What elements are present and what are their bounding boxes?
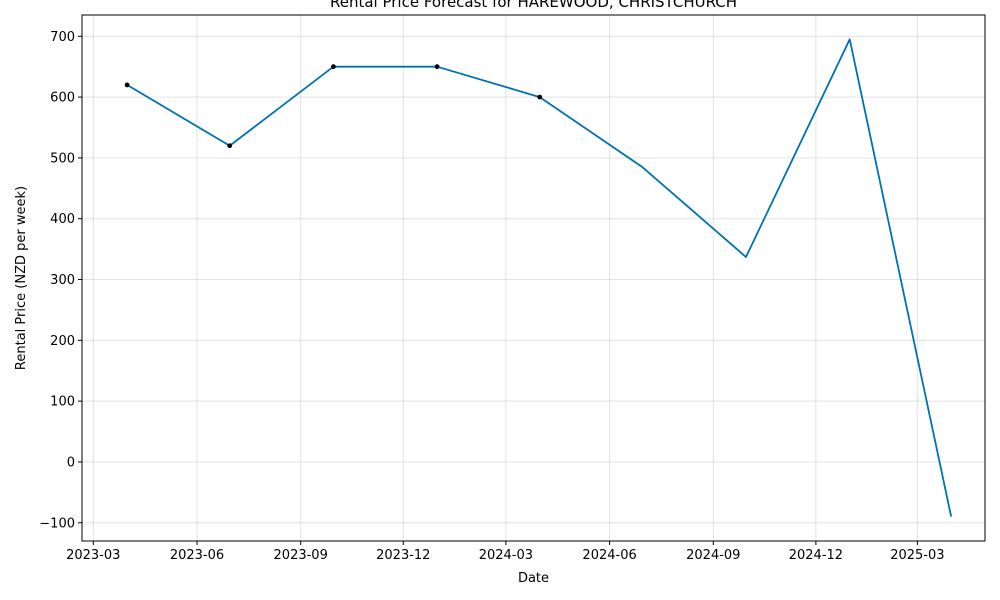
y-tick-label: 0 [67, 455, 75, 470]
observed-point [537, 94, 543, 100]
x-tick-label: 2024-03 [479, 548, 533, 563]
observed-point [330, 64, 336, 70]
y-tick-label: 100 [50, 395, 75, 410]
series-layer [124, 38, 953, 517]
observed-point [227, 143, 233, 149]
x-tick-label: 2023-06 [170, 548, 224, 563]
y-tick-label: −100 [39, 516, 75, 531]
x-tick-label: 2023-03 [66, 548, 120, 563]
observed-point [434, 64, 440, 70]
y-tick-label: 500 [50, 151, 75, 166]
x-tick-label: 2023-09 [274, 548, 328, 563]
y-tick-label: 400 [50, 212, 75, 227]
observed-point [124, 82, 130, 88]
y-axis-title: Rental Price (NZD per week) [14, 186, 29, 370]
x-tick-label: 2024-06 [582, 548, 636, 563]
x-tick-label: 2025-03 [890, 548, 944, 563]
grid-layer [82, 15, 985, 541]
x-tick-label: 2024-09 [686, 548, 740, 563]
forecast-line [126, 38, 953, 517]
y-tick-label: 700 [50, 30, 75, 45]
y-tick-label: 300 [50, 273, 75, 288]
x-tick-label: 2024-12 [789, 548, 843, 563]
ticks-layer: 2023-03 2023-06 2023-09 2023-12 2024-03 2024-… [39, 30, 944, 563]
x-tick-label: 2023-12 [376, 548, 430, 563]
y-tick-label: 600 [50, 91, 75, 106]
chart-title: Rental Price Forecast for HAREWOOD, CHRI… [330, 0, 737, 11]
plot-frame [81, 14, 986, 542]
x-axis-title: Date [518, 571, 549, 586]
y-tick-label: 200 [50, 334, 75, 349]
